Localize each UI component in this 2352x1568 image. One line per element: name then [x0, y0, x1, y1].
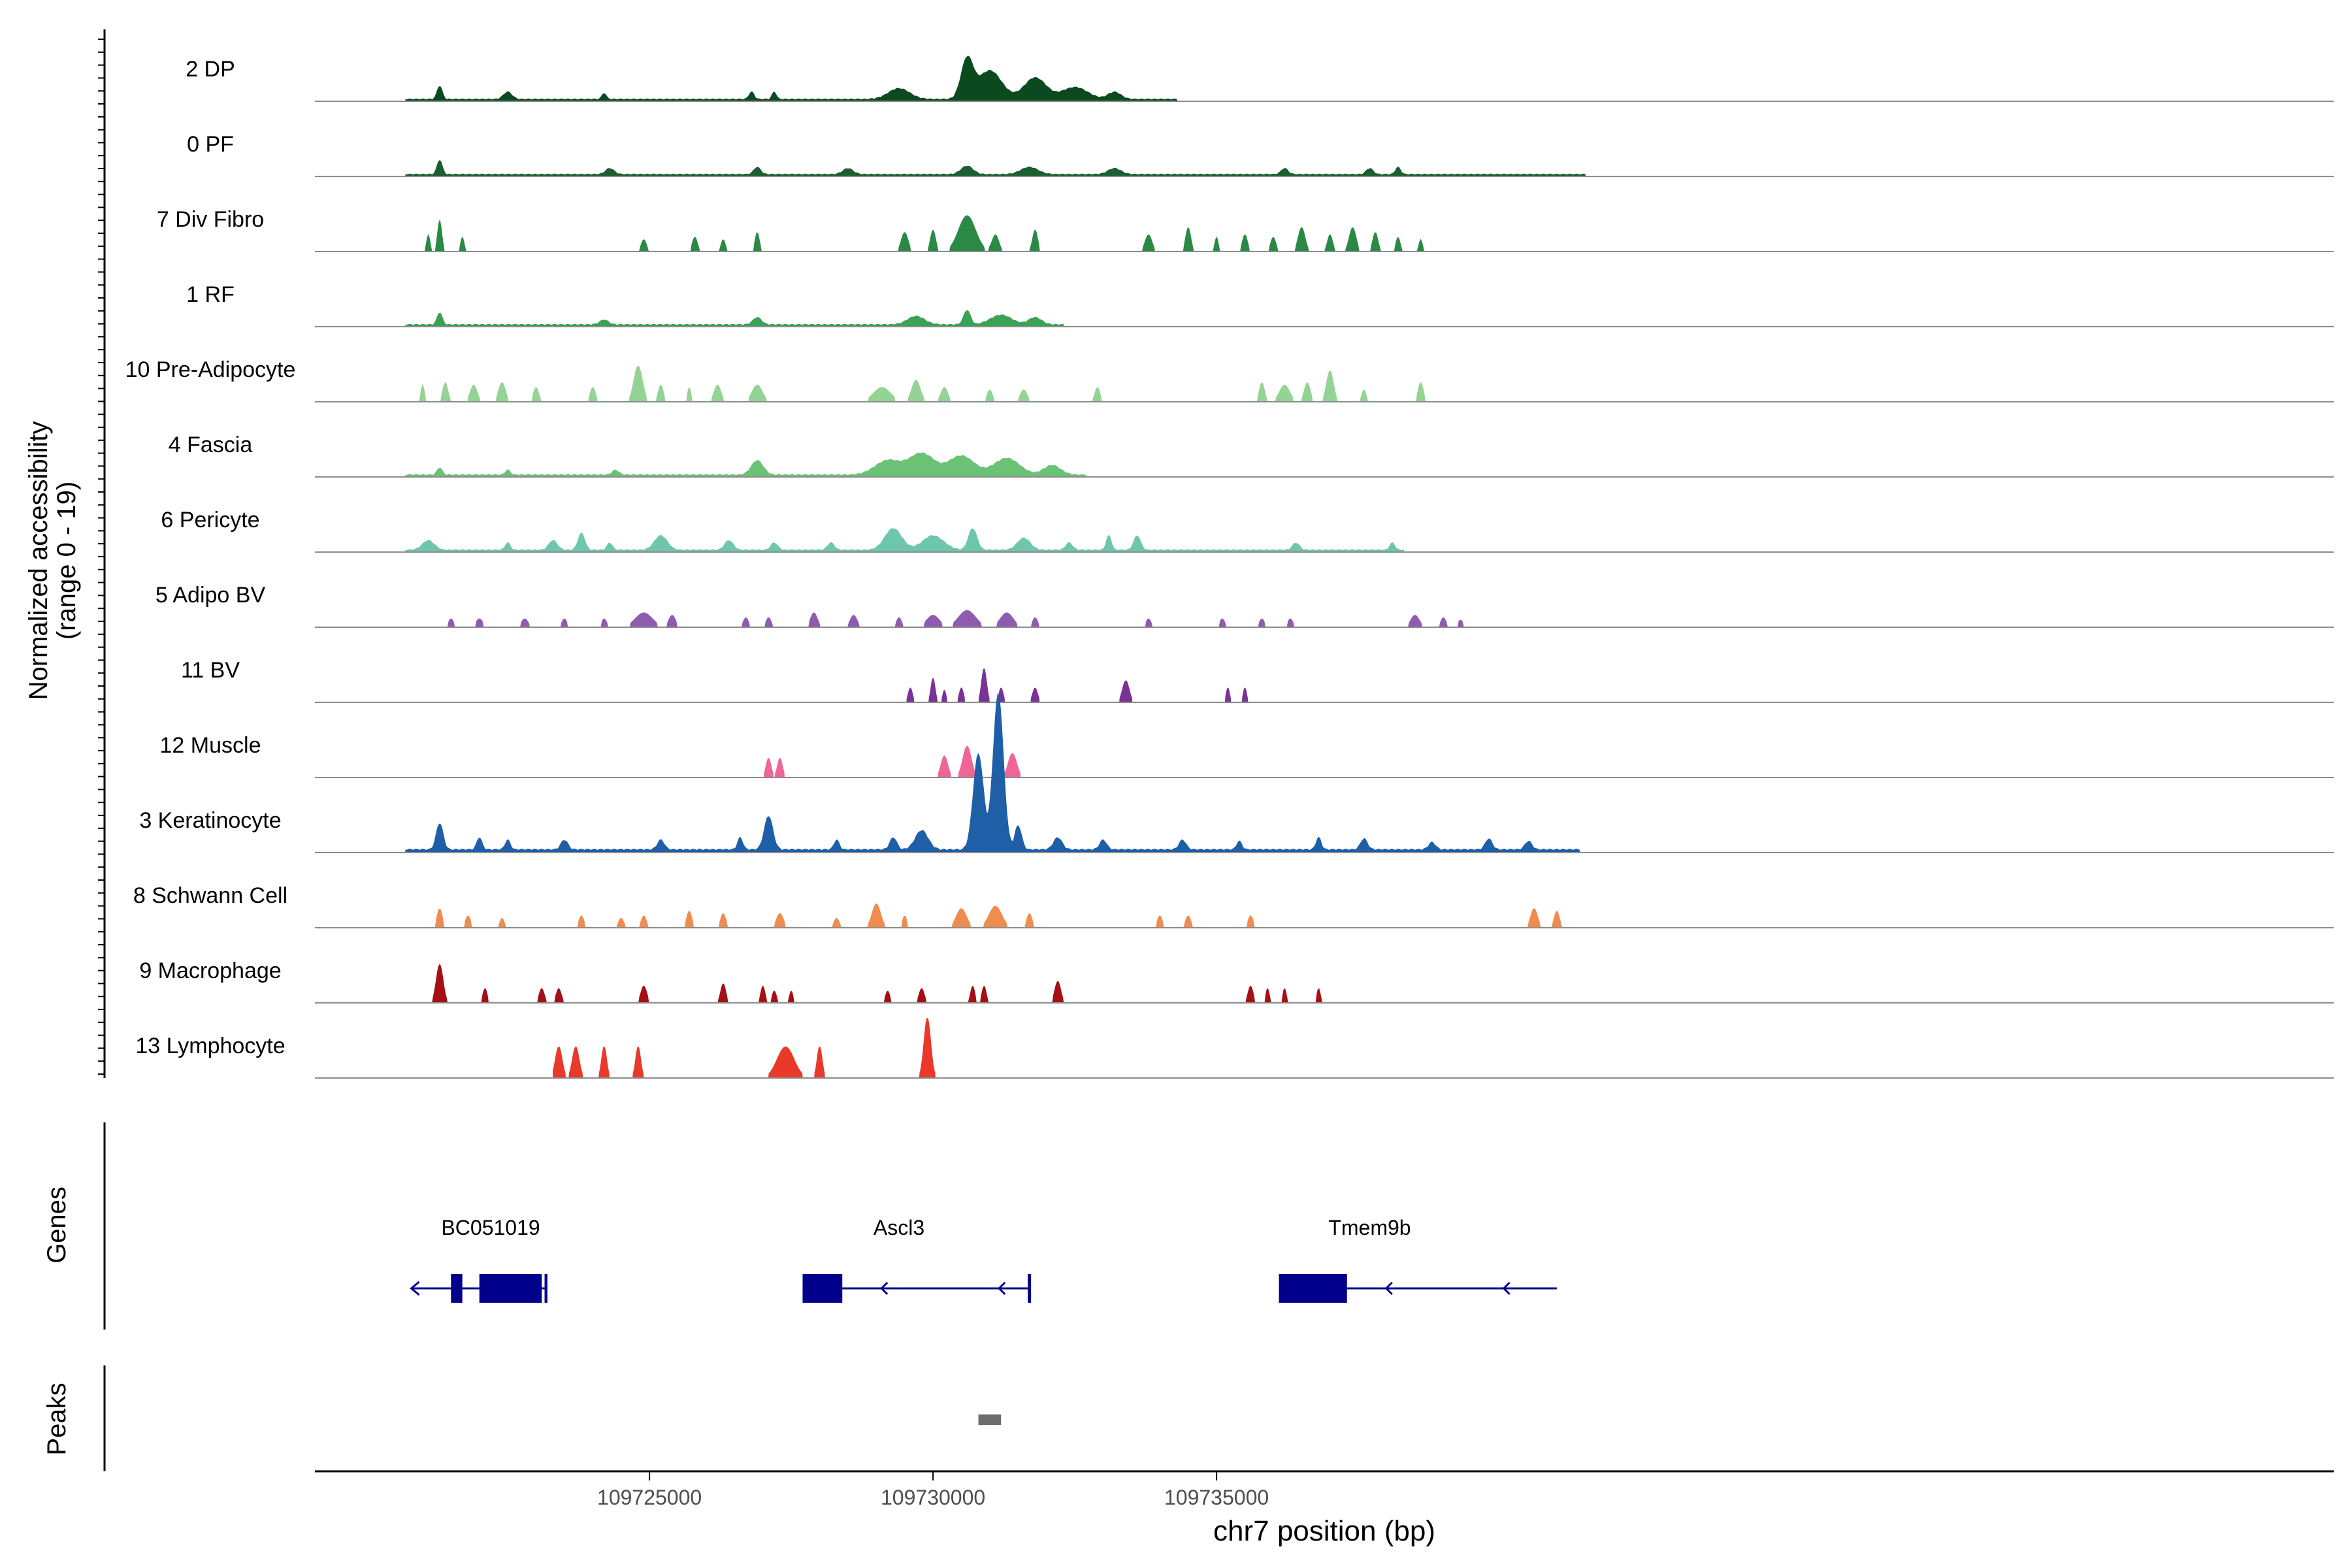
coverage-tracks: 2 DP 0 PF 7 Div Fibro 1 RF 10 Pre-Adipocyte 4… [125, 56, 2334, 1079]
strand-arrow [880, 1281, 889, 1296]
coverage-area [405, 310, 1064, 327]
coverage-area [417, 365, 1432, 402]
track-label: 7 Div Fibro [157, 207, 264, 232]
track-label: 9 Macrophage [139, 958, 281, 983]
track-label: 0 PF [187, 132, 234, 157]
y-axis-label: Normalized accessibility [24, 421, 53, 700]
coverage-area [553, 1018, 939, 1079]
track-3-keratinocyte: 3 Keratinocyte [139, 693, 2334, 853]
x-axis-label: chr7 position (bp) [1213, 1515, 1435, 1547]
strand-arrow [410, 1281, 420, 1296]
gene-tmem9b: Tmem9b [1279, 1216, 1557, 1303]
track-label: 10 Pre-Adipocyte [125, 357, 296, 382]
track-label: 6 Pericyte [161, 508, 259, 532]
gene-ascl3: Ascl3 [802, 1216, 1032, 1303]
track-12-muscle: 12 Muscle [160, 733, 2334, 778]
gene-name: BC051019 [441, 1216, 540, 1239]
gene-exon [1279, 1274, 1347, 1303]
track-2-dp: 2 DP [186, 56, 2334, 102]
track-label: 11 BV [181, 658, 240, 683]
strand-arrow [998, 1281, 1006, 1296]
x-axis: 109725000 109730000 109735000 [98, 29, 2334, 1509]
track-6-pericyte: 6 Pericyte [161, 508, 2334, 553]
gene-track: BC051019 Ascl3 Tmem9b [103, 1122, 1557, 1330]
track-9-macrophage: 9 Macrophage [139, 958, 2334, 1004]
coverage-area [899, 668, 1262, 703]
gene-name: Tmem9b [1328, 1216, 1411, 1239]
coverage-area [762, 745, 1024, 778]
x-tick-label: 109725000 [597, 1486, 702, 1509]
coverage-area [405, 693, 1580, 853]
coverage-area [405, 56, 1177, 102]
strand-arrow [1502, 1281, 1511, 1296]
track-label: 8 Schwann Cell [133, 883, 287, 908]
track-4-fascia: 4 Fascia [169, 433, 2334, 478]
coverage-area [405, 452, 1086, 478]
peak-region [978, 1414, 1002, 1425]
track-label: 2 DP [186, 57, 235, 82]
y-axis-sublabel: (range 0 - 19) [52, 482, 81, 640]
coverage-area [440, 610, 1478, 628]
track-11-bv: 11 BV [181, 658, 2334, 703]
gene-exon [544, 1274, 547, 1303]
peak-track-label: Peaks [42, 1382, 71, 1455]
gene-name: Ascl3 [874, 1216, 924, 1239]
track-label: 4 Fascia [169, 433, 253, 457]
track-label: 13 Lymphocyte [135, 1034, 285, 1058]
strand-arrow [1384, 1281, 1393, 1296]
track-label: 1 RF [186, 282, 235, 307]
peak-track [103, 1365, 1002, 1471]
coverage-area [417, 215, 1444, 252]
track-13-lymphocyte: 13 Lymphocyte [135, 1018, 2334, 1079]
gene-exon [451, 1274, 463, 1303]
track-label: 3 Keratinocyte [139, 808, 281, 833]
gene-exon [802, 1274, 843, 1303]
coverage-area [434, 903, 1569, 928]
gene-track-label: Genes [42, 1186, 71, 1264]
track-7-div-fibro: 7 Div Fibro [157, 207, 2334, 252]
track-label: 5 Adipo BV [155, 583, 266, 608]
gene-bc051019: BC051019 [410, 1216, 547, 1303]
x-tick-label: 109730000 [881, 1486, 985, 1509]
coverage-area [428, 964, 1330, 1004]
track-0-pf: 0 PF [187, 132, 2334, 177]
track-8-schwann-cell: 8 Schwann Cell [133, 883, 2334, 928]
x-tick-label: 109735000 [1164, 1486, 1269, 1509]
track-1-rf: 1 RF [186, 282, 2334, 327]
track-10-pre-adipocyte: 10 Pre-Adipocyte [125, 357, 2334, 402]
coverage-area [405, 159, 1586, 177]
track-5-adipo-bv: 5 Adipo BV [155, 583, 2334, 628]
gene-exon [479, 1274, 542, 1303]
track-label: 12 Muscle [160, 733, 261, 758]
coverage-area [405, 528, 1404, 553]
